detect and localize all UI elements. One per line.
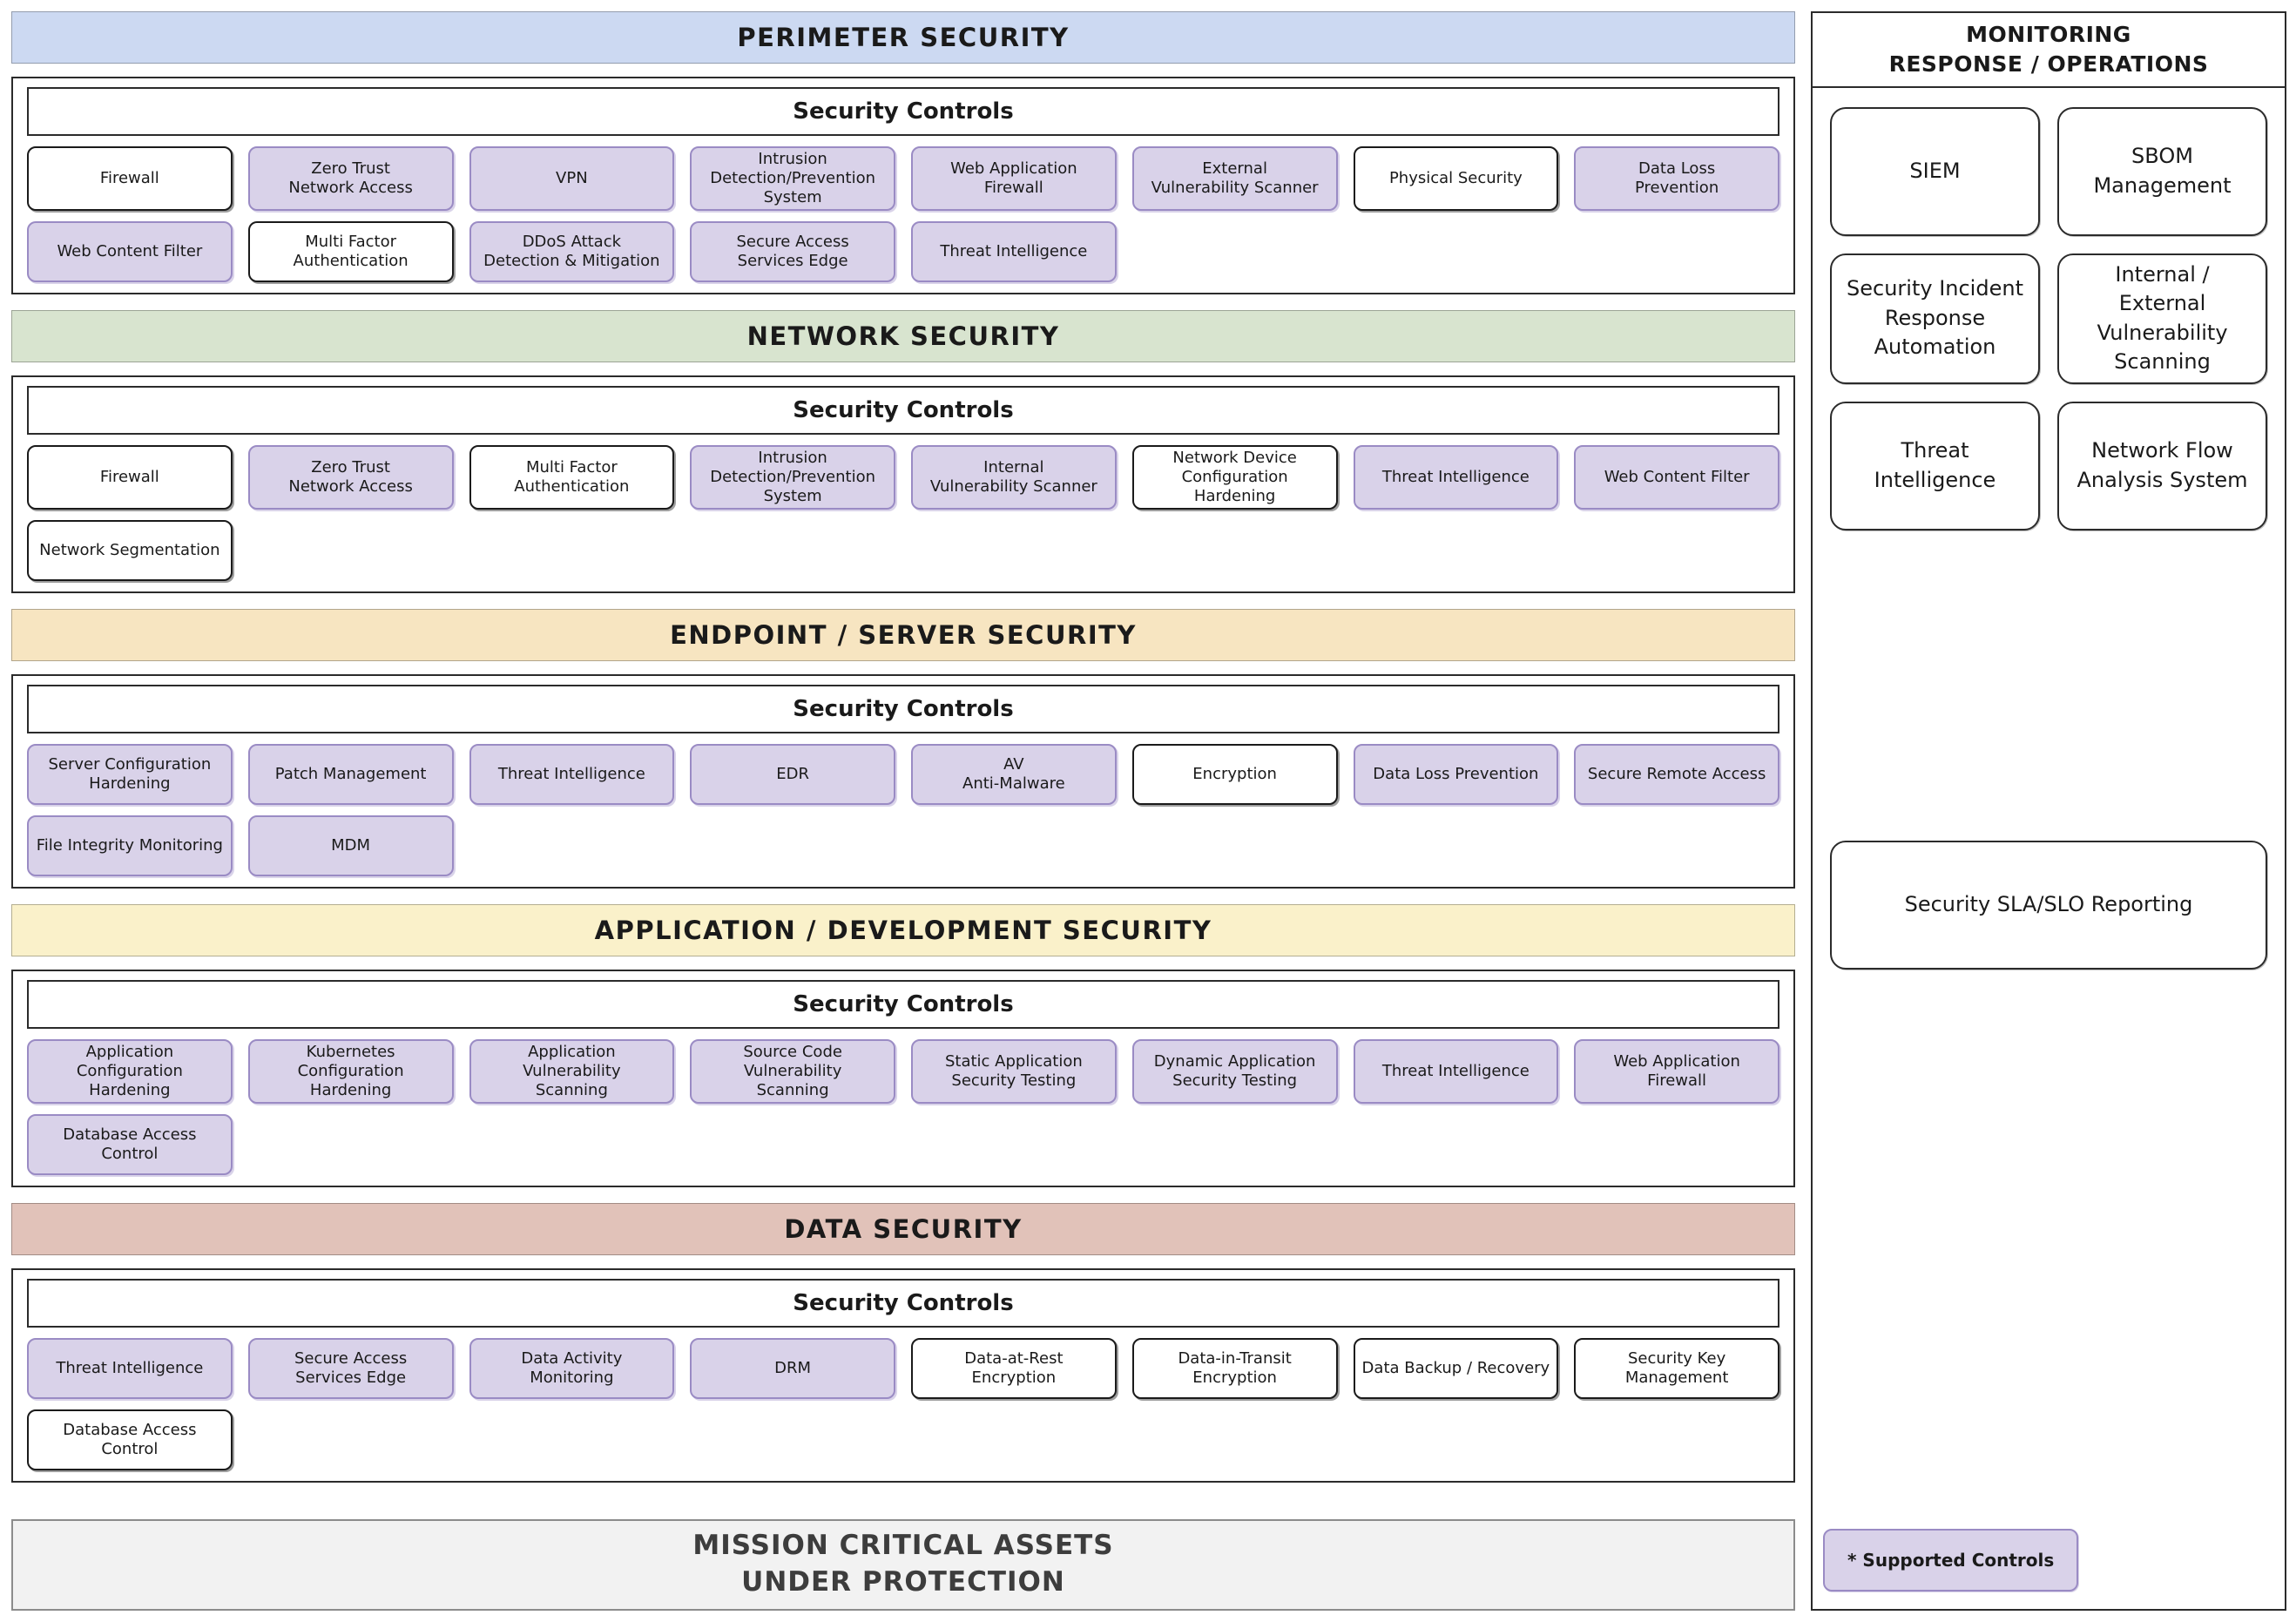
section-body-data: Security Controls Threat Intelligence Secu… <box>11 1267 1795 1483</box>
control-perimeter-data-loss-prevention: Data Loss Prevention <box>1574 146 1779 211</box>
control-application-application-configuration-hardening: Application Configuration Hardening <box>27 1038 233 1104</box>
sidebar-box-internal-external-vulnerability-scanning: Internal / External Vulnerability Scanni… <box>2057 253 2267 384</box>
control-network-web-content-filter: Web Content Filter <box>1574 444 1779 510</box>
control-data-security-key-management: Security Key Management <box>1574 1337 1779 1399</box>
sidebar-footer: * Supported Controls <box>1813 1529 2285 1609</box>
security-layers: PERIMETER SECURITY Security Controls Firew… <box>11 11 1795 1611</box>
control-perimeter-web-application-firewall: Web Application Firewall <box>911 146 1117 211</box>
control-perimeter-secure-access-services-edge: Secure Access Services Edge <box>690 220 895 282</box>
control-data-data-at-rest-encryption: Data-at-Rest Encryption <box>911 1337 1117 1399</box>
control-perimeter-ddos-attack-detection-mitigation: DDoS Attack Detection & Mitigation <box>469 220 675 282</box>
sidebar-box-threat-intelligence: Threat Intelligence <box>1830 401 2040 531</box>
controls-heading-perimeter: Security Controls <box>27 87 1779 136</box>
control-network-internal-vulnerability-scanner: Internal Vulnerability Scanner <box>911 444 1117 510</box>
control-data-data-activity-monitoring: Data Activity Monitoring <box>469 1337 675 1399</box>
control-network-intrusion-detection-prevention-system: Intrusion Detection/Prevention System <box>690 444 895 510</box>
section-body-application: Security Controls Application Configurati… <box>11 969 1795 1187</box>
controls-heading-endpoint: Security Controls <box>27 684 1779 733</box>
control-network-network-segmentation: Network Segmentation <box>27 519 233 581</box>
control-perimeter-zero-trust-network-access: Zero Trust Network Access <box>247 146 454 211</box>
control-data-data-backup-recovery: Data Backup / Recovery <box>1353 1337 1559 1399</box>
control-application-source-code-vulnerability-scanning: Source Code Vulnerability Scanning <box>690 1038 895 1104</box>
control-data-secure-access-services-edge: Secure Access Services Edge <box>247 1337 454 1399</box>
mission-line-2: UNDER PROTECTION <box>741 1566 1065 1598</box>
section-body-endpoint: Security Controls Server Configuration Ha… <box>11 673 1795 889</box>
control-data-data-in-transit-encryption: Data-in-Transit Encryption <box>1131 1337 1338 1399</box>
control-application-threat-intelligence: Threat Intelligence <box>1353 1038 1559 1104</box>
control-application-web-application-firewall: Web Application Firewall <box>1574 1038 1779 1104</box>
section-body-network: Security Controls Firewall Zero Trust Netw… <box>11 375 1795 593</box>
control-application-kubernetes-configuration-hardening: Kubernetes Configuration Hardening <box>247 1038 454 1104</box>
section-band-data: DATA SECURITY <box>11 1202 1795 1255</box>
control-perimeter-firewall: Firewall <box>27 146 233 211</box>
mission-line-1: MISSION CRITICAL ASSETS <box>692 1530 1114 1562</box>
section-band-perimeter: PERIMETER SECURITY <box>11 11 1795 64</box>
control-endpoint-threat-intelligence: Threat Intelligence <box>469 743 675 805</box>
sidebar-box-siem: SIEM <box>1830 106 2040 236</box>
monitoring-sidebar: MONITORING RESPONSE / OPERATIONS SIEM SBO… <box>1811 11 2286 1611</box>
control-endpoint-file-integrity-monitoring: File Integrity Monitoring <box>27 814 233 876</box>
sidebar-box-sbom-management: SBOM Management <box>2057 106 2267 236</box>
control-data-drm: DRM <box>690 1337 895 1399</box>
control-network-multi-factor-authentication: Multi Factor Authentication <box>469 444 675 510</box>
control-perimeter-intrusion-detection-prevention-system: Intrusion Detection/Prevention System <box>690 146 895 211</box>
section-band-endpoint: ENDPOINT / SERVER SECURITY <box>11 608 1795 661</box>
chip-grid-perimeter: Firewall Zero Trust Network Access VPN Intr… <box>27 146 1779 282</box>
chip-grid-data: Threat Intelligence Secure Access Service… <box>27 1337 1779 1470</box>
control-network-zero-trust-network-access: Zero Trust Network Access <box>247 444 454 510</box>
control-perimeter-physical-security: Physical Security <box>1353 146 1559 211</box>
control-perimeter-vpn: VPN <box>469 146 675 211</box>
control-perimeter-external-vulnerability-scanner: External Vulnerability Scanner <box>1131 146 1338 211</box>
control-network-firewall: Firewall <box>27 444 233 510</box>
control-endpoint-secure-remote-access: Secure Remote Access <box>1574 743 1779 805</box>
control-application-dynamic-application-security-testing: Dynamic Application Security Testing <box>1131 1038 1338 1104</box>
supported-controls-legend: * Supported Controls <box>1823 1529 2079 1592</box>
sidebar-grid: SIEM SBOM Management Security Incident Res… <box>1813 88 2285 531</box>
control-endpoint-mdm: MDM <box>247 814 454 876</box>
control-endpoint-edr: EDR <box>690 743 895 805</box>
control-network-threat-intelligence: Threat Intelligence <box>1353 444 1559 510</box>
mission-critical-banner: MISSION CRITICAL ASSETS UNDER PROTECTION <box>11 1518 1795 1611</box>
control-endpoint-server-configuration-hardening: Server Configuration Hardening <box>27 743 233 805</box>
controls-heading-data: Security Controls <box>27 1278 1779 1328</box>
control-application-application-vulnerability-scanning: Application Vulnerability Scanning <box>469 1038 675 1104</box>
control-endpoint-encryption: Encryption <box>1131 743 1338 805</box>
control-perimeter-web-content-filter: Web Content Filter <box>27 220 233 282</box>
chip-grid-application: Application Configuration Hardening Kuber… <box>27 1038 1779 1175</box>
sla-wrap: Security SLA/SLO Reporting <box>1813 531 2285 970</box>
control-perimeter-threat-intelligence: Threat Intelligence <box>911 220 1117 282</box>
section-body-perimeter: Security Controls Firewall Zero Trust Netw… <box>11 77 1795 294</box>
sidebar-box-security-sla-slo-reporting: Security SLA/SLO Reporting <box>1830 840 2267 970</box>
control-application-static-application-security-testing: Static Application Security Testing <box>911 1038 1117 1104</box>
controls-heading-application: Security Controls <box>27 979 1779 1029</box>
control-network-network-device-configuration-hardening: Network Device Configuration Hardening <box>1131 444 1338 510</box>
control-perimeter-multi-factor-authentication: Multi Factor Authentication <box>247 220 454 282</box>
section-band-application: APPLICATION / DEVELOPMENT SECURITY <box>11 903 1795 956</box>
chip-grid-endpoint: Server Configuration Hardening Patch Mana… <box>27 743 1779 876</box>
control-data-database-access-control: Database Access Control <box>27 1409 233 1470</box>
control-application-database-access-control: Database Access Control <box>27 1113 233 1175</box>
controls-heading-network: Security Controls <box>27 385 1779 435</box>
control-data-threat-intelligence: Threat Intelligence <box>27 1337 233 1399</box>
sidebar-title: MONITORING RESPONSE / OPERATIONS <box>1813 13 2285 88</box>
section-band-network: NETWORK SECURITY <box>11 309 1795 362</box>
sidebar-box-network-flow-analysis-system: Network Flow Analysis System <box>2057 401 2267 531</box>
control-endpoint-patch-management: Patch Management <box>247 743 454 805</box>
sidebar-box-security-incident-response-automation: Security Incident Response Automation <box>1830 253 2040 384</box>
control-endpoint-av-anti-malware: AV Anti-Malware <box>911 743 1117 805</box>
sections-root: PERIMETER SECURITY Security Controls Firew… <box>11 11 1795 1498</box>
control-endpoint-data-loss-prevention: Data Loss Prevention <box>1353 743 1559 805</box>
chip-grid-network: Firewall Zero Trust Network Access Multi F… <box>27 444 1779 581</box>
